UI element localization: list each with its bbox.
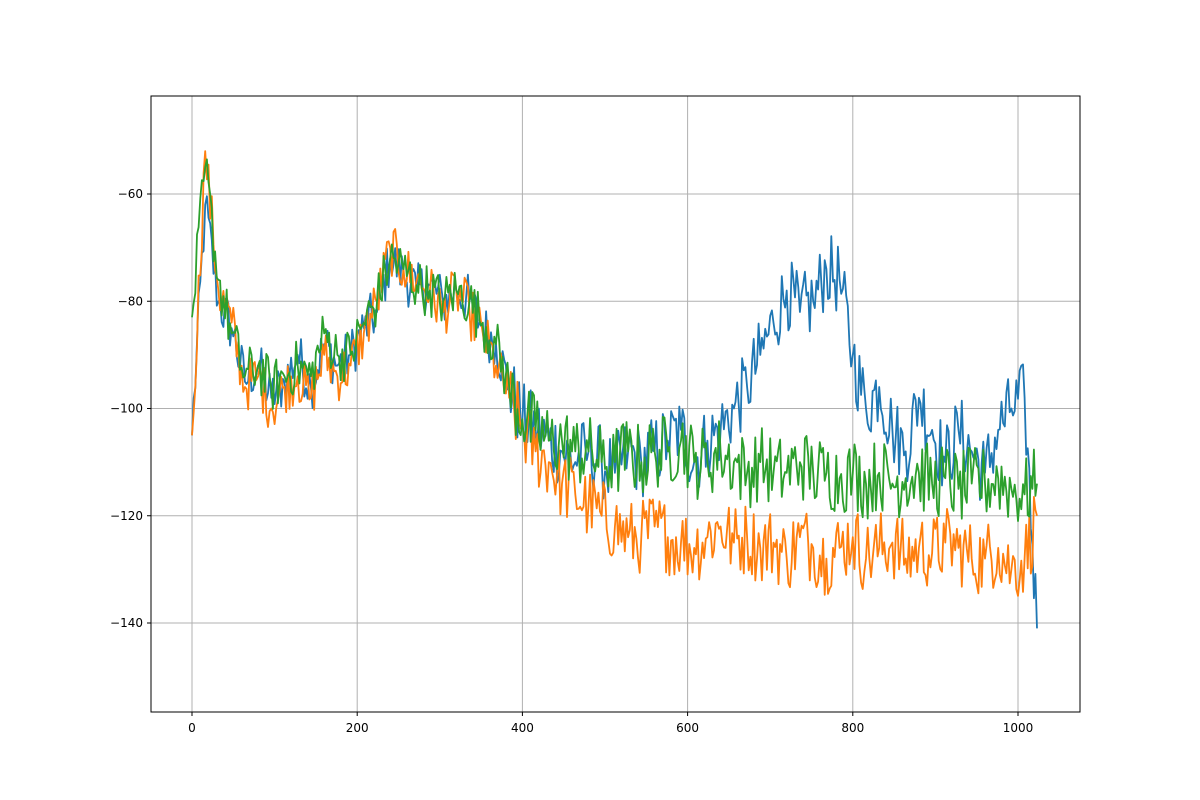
x-tick-label: 800	[841, 721, 864, 735]
x-tick-label: 400	[511, 721, 534, 735]
y-tick-label: −60	[118, 187, 143, 201]
axes-background	[151, 96, 1080, 712]
x-axis: 0 200 400 600 800 1000	[188, 712, 1033, 735]
line-series-1	[191, 195, 1038, 629]
x-tick-label: 600	[676, 721, 699, 735]
series-layer	[191, 150, 1038, 629]
y-tick-label: −80	[118, 294, 143, 308]
x-tick-label: 0	[188, 721, 196, 735]
y-tick-label: −120	[110, 509, 143, 523]
x-tick-label: 1000	[1003, 721, 1034, 735]
y-tick-label: −100	[110, 402, 143, 416]
y-axis: −60 −80 −100 −120 −140	[110, 187, 151, 630]
plot-area	[150, 95, 1081, 713]
axes-frame	[150, 95, 1081, 713]
x-tick-label: 200	[346, 721, 369, 735]
line-series-3	[191, 158, 1038, 522]
line-series-2	[191, 150, 1038, 597]
y-tick-label: −140	[110, 616, 143, 630]
